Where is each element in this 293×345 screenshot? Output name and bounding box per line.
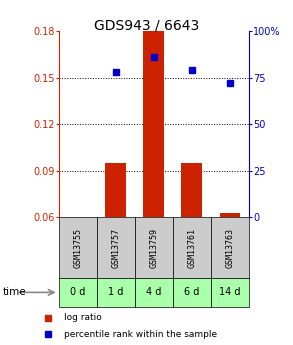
Text: time: time [3, 287, 27, 297]
Bar [211, 278, 249, 307]
Bar [135, 217, 173, 278]
Text: log ratio: log ratio [64, 314, 101, 323]
Bar [135, 278, 173, 307]
Text: 6 d: 6 d [184, 287, 200, 297]
Bar [211, 217, 249, 278]
Bar [173, 217, 211, 278]
Text: GSM13759: GSM13759 [149, 228, 158, 267]
Bar [59, 217, 97, 278]
Bar [97, 217, 135, 278]
Bar [105, 163, 126, 217]
Bar [181, 163, 202, 217]
Text: GSM13761: GSM13761 [188, 228, 196, 267]
Text: GSM13757: GSM13757 [111, 228, 120, 267]
Bar [173, 278, 211, 307]
Text: GSM13763: GSM13763 [226, 228, 234, 267]
Text: 4 d: 4 d [146, 287, 161, 297]
Text: GSM13755: GSM13755 [73, 228, 82, 267]
Bar [143, 31, 164, 217]
Text: GDS943 / 6643: GDS943 / 6643 [94, 19, 199, 33]
Bar [59, 278, 97, 307]
Bar [219, 213, 241, 217]
Text: 0 d: 0 d [70, 287, 85, 297]
Bar [97, 278, 135, 307]
Text: 1 d: 1 d [108, 287, 123, 297]
Text: percentile rank within the sample: percentile rank within the sample [64, 330, 217, 339]
Text: 14 d: 14 d [219, 287, 241, 297]
